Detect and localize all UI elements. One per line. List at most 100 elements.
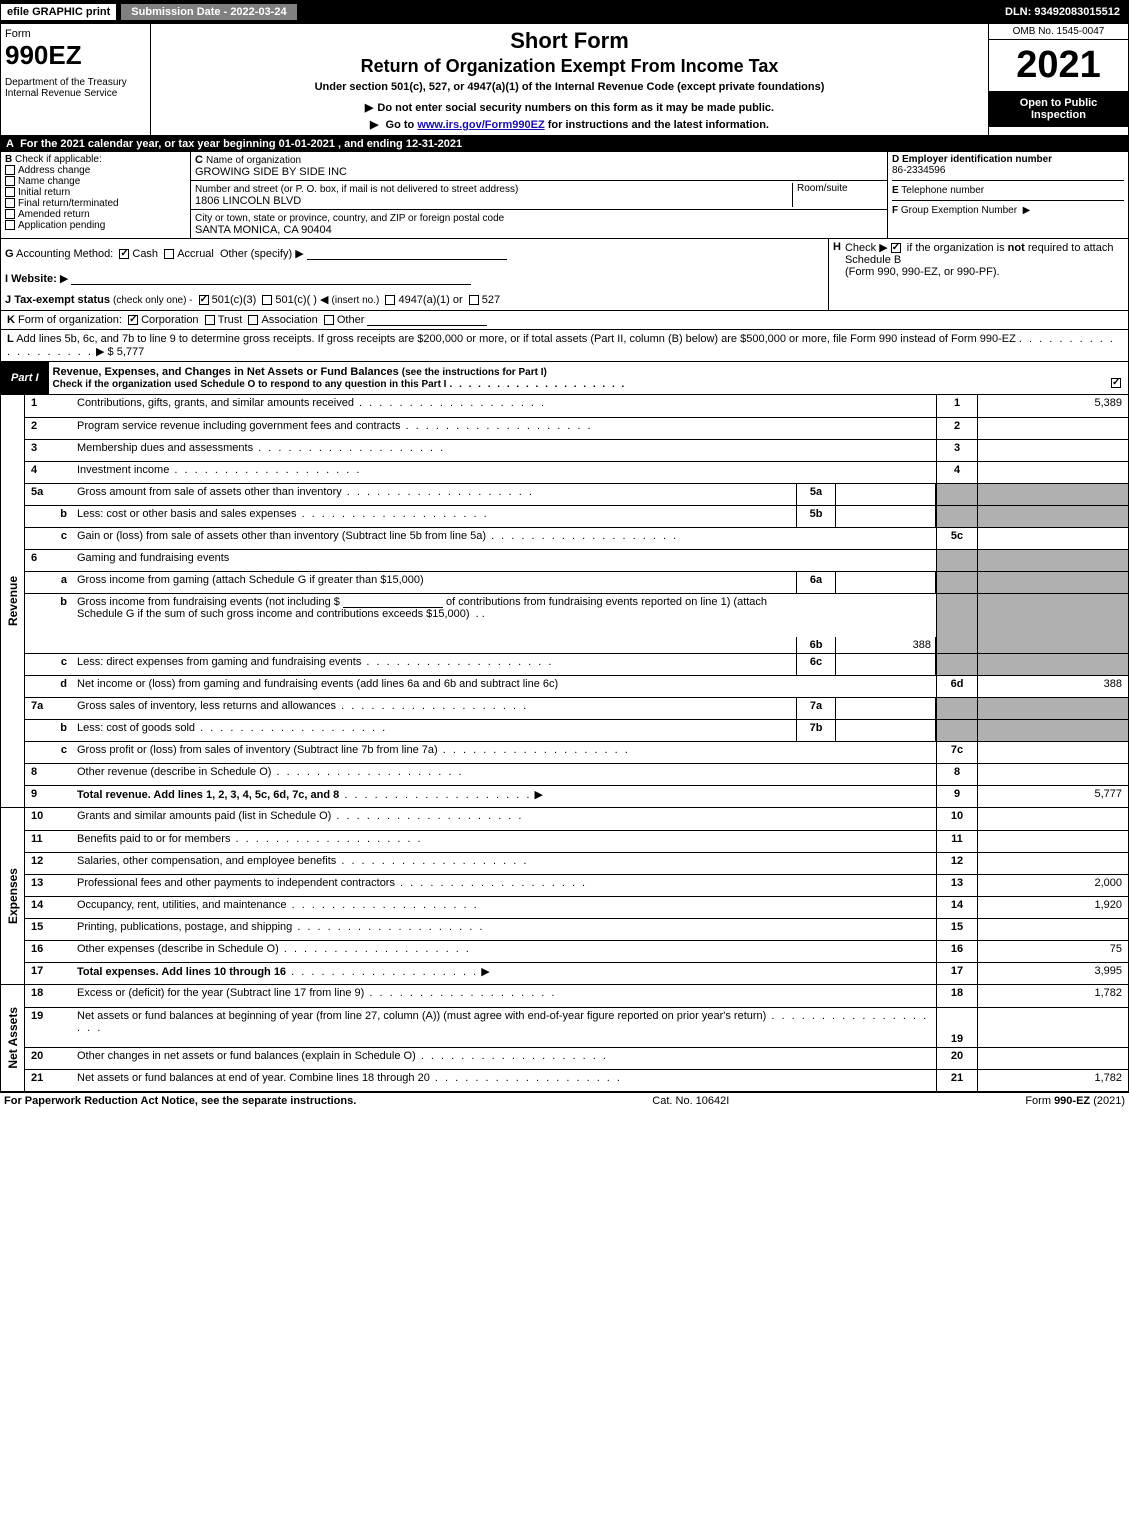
revenue-sidebar: Revenue <box>1 395 25 807</box>
line-3: 3 Membership dues and assessments 3 <box>25 439 1128 461</box>
val-1: 5,389 <box>978 395 1128 417</box>
chk-name[interactable]: Name change <box>5 176 186 187</box>
chk-assoc[interactable] <box>248 315 258 325</box>
gh-block: G Accounting Method: Cash Accrual Other … <box>0 239 1129 311</box>
part1-check-line: Check if the organization used Schedule … <box>53 379 447 390</box>
goto-pre: Go to <box>386 119 418 131</box>
val-18: 1,782 <box>978 985 1128 1007</box>
footer-mid: Cat. No. 10642I <box>652 1095 729 1107</box>
section-i-label: I <box>5 273 8 285</box>
section-c-label: C <box>195 154 203 166</box>
department-label: Department of the Treasury Internal Reve… <box>5 77 146 99</box>
line-17: 17Total expenses. Add lines 10 through 1… <box>25 962 1128 984</box>
section-g: G Accounting Method: Cash Accrual Other … <box>1 239 828 310</box>
val-15 <box>978 919 1128 940</box>
line-5b: b Less: cost or other basis and sales ex… <box>25 505 1128 527</box>
section-h-label: H <box>833 241 841 253</box>
irs-link[interactable]: www.irs.gov/Form990EZ <box>417 119 544 131</box>
line-2: 2 Program service revenue including gove… <box>25 417 1128 439</box>
section-d-label: D <box>892 154 899 165</box>
line-14: 14Occupancy, rent, utilities, and mainte… <box>25 896 1128 918</box>
line-21: 21Net assets or fund balances at end of … <box>25 1069 1128 1091</box>
title-right: OMB No. 1545-0047 2021 Open to Public In… <box>988 24 1128 135</box>
section-b-head: Check if applicable: <box>15 154 102 165</box>
line-18: 18Excess or (deficit) for the year (Subt… <box>25 985 1128 1007</box>
section-l-label: L <box>7 333 14 345</box>
bcd-block: B Check if applicable: Address change Na… <box>0 152 1129 239</box>
part1-header: Part I Revenue, Expenses, and Changes in… <box>0 362 1129 395</box>
net-sidebar: Net Assets <box>1 985 25 1091</box>
line-7c: c Gross profit or (loss) from sales of i… <box>25 741 1128 763</box>
val-14: 1,920 <box>978 897 1128 918</box>
section-g-label: G <box>5 248 14 260</box>
line-15: 15Printing, publications, postage, and s… <box>25 918 1128 940</box>
section-b-label: B <box>5 154 12 165</box>
expenses-section: Expenses 10Grants and similar amounts pa… <box>0 808 1129 985</box>
val-17: 3,995 <box>978 963 1128 984</box>
chk-4947[interactable] <box>385 295 395 305</box>
line-1: 1 Contributions, gifts, grants, and simi… <box>25 395 1128 417</box>
part1-title-sub: (see the instructions for Part I) <box>402 367 547 378</box>
line-8: 8 Other revenue (describe in Schedule O)… <box>25 763 1128 785</box>
line-13: 13Professional fees and other payments t… <box>25 874 1128 896</box>
section-c: C Name of organization GROWING SIDE BY S… <box>191 152 888 238</box>
dln-label: DLN: 93492083015512 <box>997 4 1128 20</box>
city-hdr: City or town, state or province, country… <box>195 213 504 224</box>
section-j-label: J <box>5 294 11 306</box>
room-hdr: Room/suite <box>793 183 883 207</box>
chk-schedule-o[interactable] <box>1111 378 1121 388</box>
line-7a: 7a Gross sales of inventory, less return… <box>25 697 1128 719</box>
chk-final[interactable]: Final return/terminated <box>5 198 186 209</box>
form-number: 990EZ <box>5 40 146 71</box>
line-11: 11Benefits paid to or for members11 <box>25 830 1128 852</box>
chk-initial[interactable]: Initial return <box>5 187 186 198</box>
footer-left: For Paperwork Reduction Act Notice, see … <box>4 1095 356 1107</box>
net-assets-section: Net Assets 18Excess or (deficit) for the… <box>0 985 1129 1092</box>
val-5a <box>836 484 936 505</box>
ein-hdr: Employer identification number <box>902 154 1052 165</box>
section-f-label: F <box>892 205 898 216</box>
chk-501c3[interactable] <box>199 295 209 305</box>
section-h: H Check ▶ if the organization is not req… <box>828 239 1128 310</box>
line-20: 20Other changes in net assets or fund ba… <box>25 1047 1128 1069</box>
instructions-line: Go to www.irs.gov/Form990EZ for instruct… <box>155 118 984 131</box>
org-name: GROWING SIDE BY SIDE INC <box>195 166 347 178</box>
val-6d: 388 <box>978 676 1128 697</box>
period-text: For the 2021 calendar year, or tax year … <box>20 138 462 150</box>
chk-schedule-b[interactable] <box>891 243 901 253</box>
chk-accrual[interactable] <box>164 249 174 259</box>
line-12: 12Salaries, other compensation, and empl… <box>25 852 1128 874</box>
chk-cash[interactable] <box>119 249 129 259</box>
chk-other-org[interactable] <box>324 315 334 325</box>
form-label: Form <box>5 28 146 40</box>
org-name-row: C Name of organization GROWING SIDE BY S… <box>191 152 887 181</box>
val-21: 1,782 <box>978 1070 1128 1091</box>
chk-amended[interactable]: Amended return <box>5 209 186 220</box>
group-hdr: Group Exemption Number <box>901 205 1017 216</box>
line-6: 6 Gaming and fundraising events <box>25 549 1128 571</box>
section-l-text: Add lines 5b, 6c, and 7b to line 9 to de… <box>16 333 1016 345</box>
goto-post: for instructions and the latest informat… <box>548 119 769 131</box>
val-6c <box>836 654 936 675</box>
section-b: B Check if applicable: Address change Na… <box>1 152 191 238</box>
line-16: 16Other expenses (describe in Schedule O… <box>25 940 1128 962</box>
page-footer: For Paperwork Reduction Act Notice, see … <box>0 1092 1129 1109</box>
footer-right: Form 990-EZ (2021) <box>1025 1095 1125 1107</box>
chk-address[interactable]: Address change <box>5 165 186 176</box>
chk-527[interactable] <box>469 295 479 305</box>
chk-trust[interactable] <box>205 315 215 325</box>
addr-row: Number and street (or P. O. box, if mail… <box>191 181 887 210</box>
tax-year: 2021 <box>989 40 1128 91</box>
chk-corp[interactable] <box>128 315 138 325</box>
org-name-hdr: Name of organization <box>206 155 301 166</box>
chk-501c[interactable] <box>262 295 272 305</box>
section-def: D Employer identification number 86-2334… <box>888 152 1128 238</box>
omb-number: OMB No. 1545-0047 <box>989 24 1128 40</box>
addr-hdr: Number and street (or P. O. box, if mail… <box>195 184 518 195</box>
expenses-sidebar: Expenses <box>1 808 25 984</box>
line-5c: c Gain or (loss) from sale of assets oth… <box>25 527 1128 549</box>
subtitle: Under section 501(c), 527, or 4947(a)(1)… <box>155 81 984 93</box>
chk-pending[interactable]: Application pending <box>5 220 186 231</box>
val-12 <box>978 853 1128 874</box>
section-a-label: A <box>6 138 14 150</box>
